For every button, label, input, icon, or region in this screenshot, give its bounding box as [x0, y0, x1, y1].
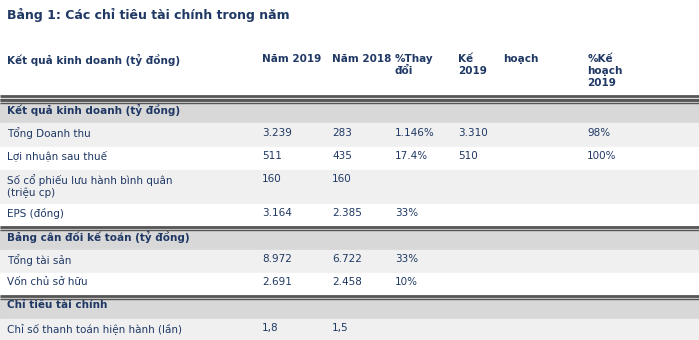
Text: 510: 510: [458, 151, 477, 160]
Text: 10%: 10%: [395, 277, 418, 287]
Text: 33%: 33%: [395, 208, 418, 218]
Text: 2.458: 2.458: [332, 277, 362, 287]
Text: Chỉ số thanh toán hiện hành (lần): Chỉ số thanh toán hiện hành (lần): [7, 323, 182, 334]
Bar: [0, 100, 699, 123]
Text: Tổng Doanh thu: Tổng Doanh thu: [7, 128, 91, 139]
Text: Chỉ tiêu tài chính: Chỉ tiêu tài chính: [7, 300, 108, 310]
Bar: [0, 227, 699, 250]
Text: 2.691: 2.691: [262, 277, 292, 287]
Text: 160: 160: [262, 174, 282, 184]
Text: 2.385: 2.385: [332, 208, 362, 218]
Text: 3.310: 3.310: [458, 128, 488, 137]
Text: Kế
2019: Kế 2019: [458, 54, 487, 76]
Text: Kết quả kinh doanh (tỷ đồng): Kết quả kinh doanh (tỷ đồng): [7, 104, 180, 117]
Text: 1.146%: 1.146%: [395, 128, 435, 137]
Text: %Thay
đổi: %Thay đổi: [395, 54, 433, 76]
Bar: [0, 204, 699, 227]
Bar: [0, 273, 699, 296]
Bar: [0, 319, 699, 340]
Text: 1,5: 1,5: [332, 323, 349, 333]
Bar: [0, 170, 699, 204]
Text: Năm 2019: Năm 2019: [262, 54, 322, 64]
Text: %Kế
hoạch
2019: %Kế hoạch 2019: [587, 54, 623, 88]
Text: 3.239: 3.239: [262, 128, 292, 137]
Bar: [0, 250, 699, 273]
Text: 511: 511: [262, 151, 282, 160]
Text: 160: 160: [332, 174, 352, 184]
Text: 3.164: 3.164: [262, 208, 292, 218]
Text: EPS (đồng): EPS (đồng): [7, 208, 64, 219]
Text: Năm 2018: Năm 2018: [332, 54, 391, 64]
Text: 100%: 100%: [587, 151, 617, 160]
Text: 6.722: 6.722: [332, 254, 362, 264]
Bar: [0, 147, 699, 170]
Text: Số cổ phiếu lưu hành bình quân
(triệu cp): Số cổ phiếu lưu hành bình quân (triệu cp…: [7, 174, 173, 198]
Text: 435: 435: [332, 151, 352, 160]
Text: 8.972: 8.972: [262, 254, 292, 264]
Text: 1,8: 1,8: [262, 323, 279, 333]
Text: 283: 283: [332, 128, 352, 137]
Bar: [0, 296, 699, 319]
Bar: [0, 123, 699, 147]
Text: Vốn chủ sở hữu: Vốn chủ sở hữu: [7, 277, 87, 287]
Text: 33%: 33%: [395, 254, 418, 264]
Text: Bảng 1: Các chỉ tiêu tài chính trong năm: Bảng 1: Các chỉ tiêu tài chính trong năm: [7, 8, 289, 22]
Text: hoạch: hoạch: [503, 54, 539, 64]
Text: 98%: 98%: [587, 128, 610, 137]
Text: Tổng tài sản: Tổng tài sản: [7, 254, 71, 266]
Text: 17.4%: 17.4%: [395, 151, 428, 160]
Text: Kết quả kinh doanh (tỷ đồng): Kết quả kinh doanh (tỷ đồng): [7, 54, 180, 67]
Text: Bảng cân đối kế toán (tỷ đồng): Bảng cân đối kế toán (tỷ đồng): [7, 231, 189, 243]
Text: Lợi nhuận sau thuế: Lợi nhuận sau thuế: [7, 151, 107, 162]
